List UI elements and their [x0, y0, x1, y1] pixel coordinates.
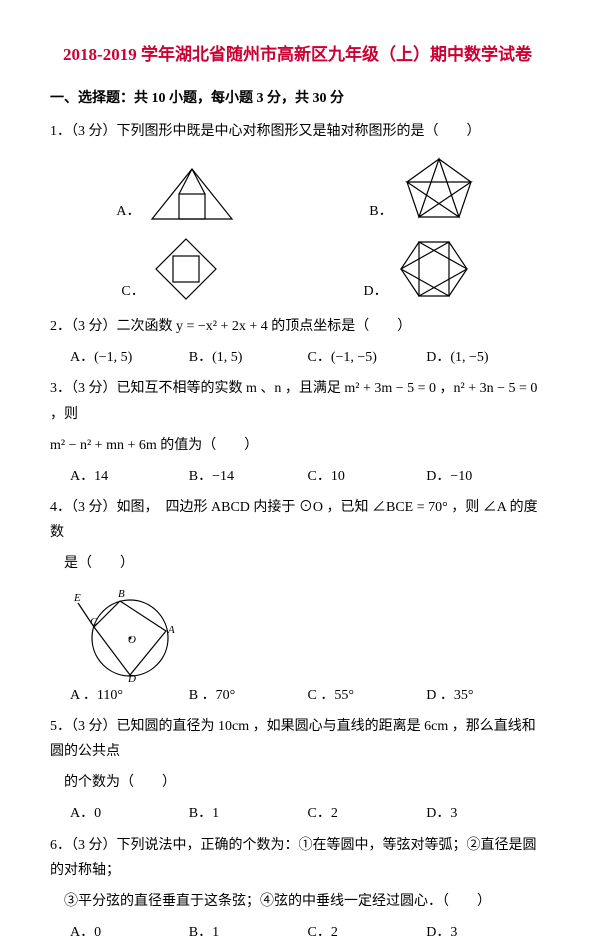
- question-4-line1: 4．（3 分）如图， 四边形 ABCD 内接于 ⊙O ，已知 ∠BCE = 70…: [50, 495, 545, 545]
- q3-options: A．14 B．−14 C．10 D．−10: [70, 464, 545, 489]
- q1-fig-row-2: C． D．: [50, 234, 545, 304]
- q5-opt-c: C．2: [308, 801, 427, 826]
- q3-opt-c: C．10: [308, 464, 427, 489]
- q4-opt-a: A ．110°: [70, 683, 189, 708]
- svg-text:B: B: [118, 588, 125, 600]
- q3-opt-b: B．−14: [189, 464, 308, 489]
- question-6-line1: 6．（3 分）下列说法中，正确的个数为：①在等圆中，等弦对等弧；②直径是圆的对称…: [50, 833, 545, 883]
- q1-option-d: D．: [363, 234, 473, 304]
- hexagon-triangle-icon: [394, 234, 474, 304]
- question-3-line2: m² − n² + mn + 6m 的值为（ ）: [50, 433, 545, 458]
- svg-text:C: C: [90, 616, 98, 628]
- question-1: 1．（3 分）下列图形中既是中心对称图形又是轴对称图形的是（ ）: [50, 119, 545, 144]
- q6-opt-d: D．3: [426, 920, 545, 945]
- q4-opt-b: B ．70°: [189, 683, 308, 708]
- q1-label-a: A．: [116, 199, 140, 224]
- question-5-line2: 的个数为（ ）: [50, 770, 545, 795]
- pentagon-star-icon: [399, 154, 479, 224]
- q6-opt-b: B．1: [189, 920, 308, 945]
- q1-option-b: B．: [369, 154, 478, 224]
- question-6-line2: ③平分弦的直径垂直于这条弦；④弦的中垂线一定经过圆心．（ ）: [50, 889, 545, 914]
- svg-text:D: D: [127, 673, 136, 683]
- triangle-square-icon: [147, 164, 237, 224]
- q2-opt-c: C．(−1, −5): [308, 345, 427, 370]
- q1-option-a: A．: [116, 164, 236, 224]
- q1-label-c: C．: [121, 279, 144, 304]
- q3-opt-d: D．−10: [426, 464, 545, 489]
- q4-opt-c: C ．55°: [308, 683, 427, 708]
- q3-opt-a: A．14: [70, 464, 189, 489]
- q1-label-b: B．: [369, 199, 392, 224]
- q6-opt-a: A．0: [70, 920, 189, 945]
- section-heading: 一、选择题：共 10 小题，每小题 3 分，共 30 分: [50, 86, 545, 111]
- q5-opt-b: B．1: [189, 801, 308, 826]
- q2-opt-a: A．(−1, 5): [70, 345, 189, 370]
- q1-fig-row-1: A． B．: [50, 154, 545, 224]
- q6-options: A．0 B．1 C．2 D．3: [70, 920, 545, 945]
- svg-text:A: A: [167, 624, 175, 636]
- q5-opt-a: A．0: [70, 801, 189, 826]
- q2-opt-b: B．(1, 5): [189, 345, 308, 370]
- page-title: 2018-2019 学年湖北省随州市高新区九年级（上）期中数学试卷: [50, 40, 545, 71]
- q6-opt-c: C．2: [308, 920, 427, 945]
- svg-text:E: E: [73, 592, 81, 604]
- question-3-line1: 3．（3 分）已知互不相等的实数 m 、n ，且满足 m² + 3m − 5 =…: [50, 376, 545, 426]
- question-4-line2: 是（ ）: [50, 551, 545, 576]
- q5-options: A．0 B．1 C．2 D．3: [70, 801, 545, 826]
- question-2: 2．（3 分）二次函数 y = −x² + 2x + 4 的顶点坐标是（ ）: [50, 314, 545, 339]
- q1-label-d: D．: [363, 279, 387, 304]
- circle-quadrilateral-icon: E B C A D O: [70, 583, 180, 683]
- q5-opt-d: D．3: [426, 801, 545, 826]
- diamond-square-icon: [151, 234, 221, 304]
- q4-figure: E B C A D O: [70, 583, 545, 683]
- q1-option-c: C．: [121, 234, 220, 304]
- q4-opt-d: D ．35°: [426, 683, 545, 708]
- q4-options: A ．110° B ．70° C ．55° D ．35°: [70, 683, 545, 708]
- question-5-line1: 5．（3 分）已知圆的直径为 10cm ，如果圆心与直线的距离是 6cm ，那么…: [50, 714, 545, 764]
- svg-text:O: O: [128, 634, 136, 646]
- q2-options: A．(−1, 5) B．(1, 5) C．(−1, −5) D．(1, −5): [70, 345, 545, 370]
- q2-opt-d: D．(1, −5): [426, 345, 545, 370]
